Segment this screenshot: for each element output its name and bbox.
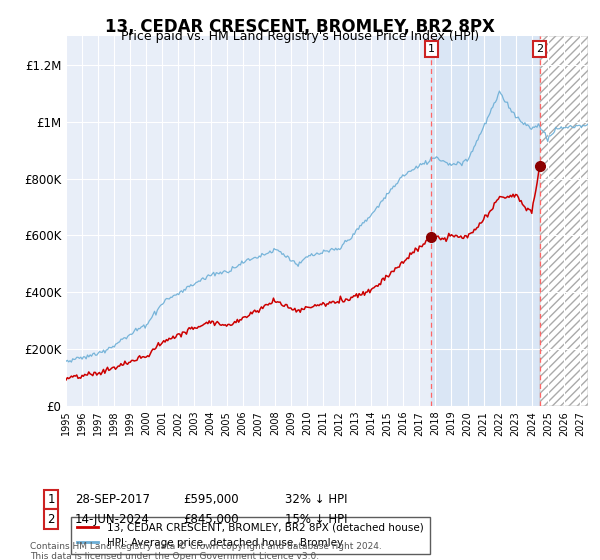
Text: 2: 2 [47,512,55,526]
Text: £845,000: £845,000 [183,512,239,526]
Bar [540,36,588,406]
Text: £595,000: £595,000 [183,493,239,506]
Text: 14-JUN-2024: 14-JUN-2024 [75,512,150,526]
Bar [540,36,588,406]
Text: 1: 1 [428,44,435,54]
Text: 2: 2 [536,44,544,54]
Text: Contains HM Land Registry data © Crown copyright and database right 2024.
This d: Contains HM Land Registry data © Crown c… [30,542,382,560]
Text: 1: 1 [47,493,55,506]
Text: Price paid vs. HM Land Registry's House Price Index (HPI): Price paid vs. HM Land Registry's House … [121,30,479,43]
Text: 13, CEDAR CRESCENT, BROMLEY, BR2 8PX: 13, CEDAR CRESCENT, BROMLEY, BR2 8PX [105,18,495,36]
Text: 15% ↓ HPI: 15% ↓ HPI [285,512,347,526]
Bar [431,36,540,406]
Text: 32% ↓ HPI: 32% ↓ HPI [285,493,347,506]
Text: 28-SEP-2017: 28-SEP-2017 [75,493,150,506]
Legend: 13, CEDAR CRESCENT, BROMLEY, BR2 8PX (detached house), HPI: Average price, detac: 13, CEDAR CRESCENT, BROMLEY, BR2 8PX (de… [71,516,430,554]
